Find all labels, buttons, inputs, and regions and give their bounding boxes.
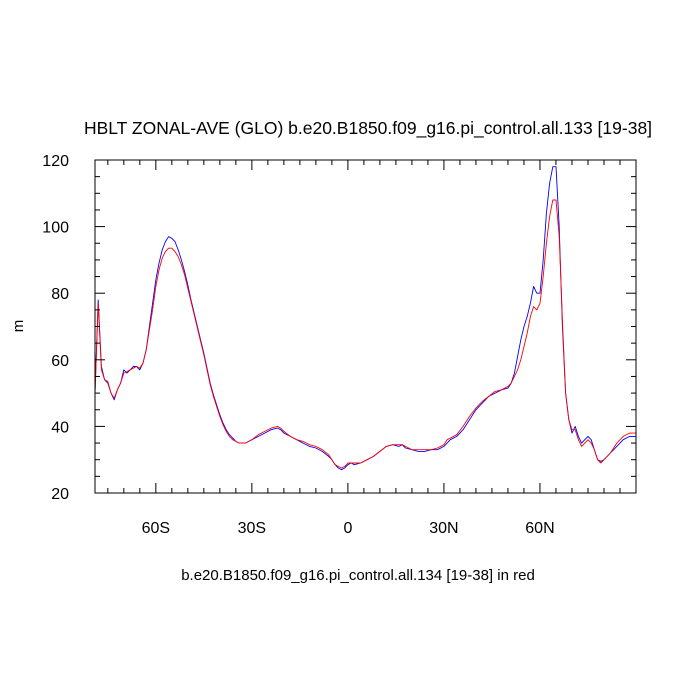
chart-title: HBLT ZONAL-AVE (GLO) b.e20.B1850.f09_g16… <box>84 118 652 139</box>
x-tick-label: 30S <box>238 520 266 537</box>
y-tick-label: 60 <box>51 353 69 370</box>
x-tick-label: 0 <box>343 520 352 537</box>
series-line-1 <box>94 166 636 471</box>
y-tick-label: 120 <box>42 153 69 170</box>
x-tick-label: 60S <box>142 520 170 537</box>
y-tick-label: 20 <box>51 486 69 503</box>
chart-caption: b.e20.B1850.f09_g16.pi_control.all.134 [… <box>181 567 535 584</box>
x-tick-label: 30N <box>429 520 458 537</box>
x-tick-label: 60N <box>525 520 554 537</box>
y-tick-label: 40 <box>51 419 69 436</box>
axis-ticks <box>95 159 637 494</box>
series-layer <box>94 166 636 471</box>
tick-labels: 60S 30S 0 30N 60N 20 40 60 80 100 120 <box>42 153 554 537</box>
plot-frame <box>94 159 637 494</box>
y-axis-label: m <box>10 320 27 333</box>
y-tick-label: 80 <box>51 286 69 303</box>
y-tick-label: 100 <box>42 220 69 237</box>
series-line-2 <box>94 199 636 469</box>
